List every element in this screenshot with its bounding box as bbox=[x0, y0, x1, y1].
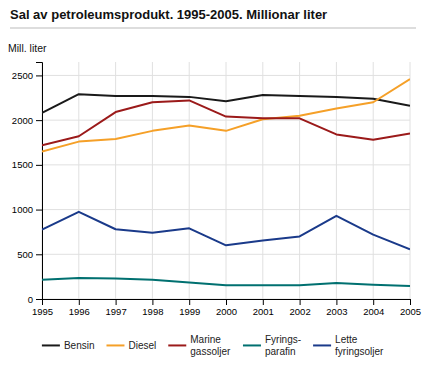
y-tick-mark bbox=[36, 254, 42, 255]
legend-swatch bbox=[106, 344, 124, 346]
y-tick-mark bbox=[36, 120, 42, 121]
x-tick-mark bbox=[189, 299, 190, 305]
x-tick: 2003 bbox=[326, 299, 347, 317]
grid-line-x bbox=[78, 62, 79, 299]
x-tick-mark bbox=[116, 299, 117, 305]
x-tick: 2001 bbox=[253, 299, 274, 317]
y-tick: 2000 bbox=[12, 115, 42, 126]
grid-line-y bbox=[42, 209, 410, 210]
legend-label: Bensin bbox=[64, 340, 95, 351]
legend-label: Fyrings-parafin bbox=[265, 334, 301, 357]
x-tick-mark bbox=[152, 299, 153, 305]
x-tick: 2002 bbox=[290, 299, 311, 317]
x-tick-mark bbox=[300, 299, 301, 305]
y-tick: 500 bbox=[17, 249, 42, 260]
x-tick-label: 2003 bbox=[326, 306, 347, 317]
x-tick-label: 1999 bbox=[179, 306, 200, 317]
y-tick-mark bbox=[36, 210, 42, 211]
x-tick-mark bbox=[373, 299, 374, 305]
title: Sal av petroleumsprodukt. 1995-2005. Mil… bbox=[10, 7, 327, 22]
x-tick: 1997 bbox=[106, 299, 127, 317]
legend: Bensin Diesel Marinegassoljer Fyrings-paraf… bbox=[42, 334, 384, 357]
x-tick-mark bbox=[263, 299, 264, 305]
y-tick: 0 bbox=[28, 294, 42, 305]
legend-item: Lettefyringsoljer bbox=[313, 334, 384, 357]
plot-area bbox=[42, 79, 410, 286]
x-tick: 1996 bbox=[69, 299, 90, 317]
grid-line-x bbox=[262, 62, 263, 299]
y-tick-label: 1000 bbox=[12, 204, 33, 215]
grid-line-x bbox=[152, 62, 153, 299]
x-tick: 1998 bbox=[142, 299, 163, 317]
series-line bbox=[42, 278, 410, 286]
x-tick: 1999 bbox=[179, 299, 200, 317]
grid-line-x bbox=[373, 62, 374, 299]
y-tick-label: 0 bbox=[28, 294, 33, 305]
x-tick-label: 2001 bbox=[253, 306, 274, 317]
y-tick-label: 2000 bbox=[12, 115, 33, 126]
grid-line-x bbox=[226, 62, 227, 299]
x-tick-label: 1997 bbox=[106, 306, 127, 317]
grid bbox=[42, 62, 410, 299]
y-tick: 1000 bbox=[12, 204, 42, 215]
x-tick: 1995 bbox=[32, 299, 53, 317]
grid-line-y bbox=[42, 164, 410, 165]
legend-item: Fyrings-parafin bbox=[243, 334, 301, 357]
x-tick: 2005 bbox=[400, 299, 421, 317]
x-tick-label: 2000 bbox=[216, 306, 237, 317]
series-line bbox=[42, 212, 410, 250]
chart: Sal av petroleumsprodukt. 1995-2005. Mil… bbox=[0, 0, 426, 383]
x-tick-label: 1998 bbox=[142, 306, 163, 317]
grid-line-y bbox=[42, 120, 410, 121]
legend-swatch bbox=[42, 344, 60, 346]
grid-line-x bbox=[410, 62, 411, 299]
x-tick-mark bbox=[79, 299, 80, 305]
x-tick: 2004 bbox=[363, 299, 384, 317]
x-axis-line bbox=[43, 300, 411, 306]
y-axis-line bbox=[36, 63, 43, 300]
legend-swatch bbox=[243, 344, 261, 346]
legend-item: Diesel bbox=[106, 340, 156, 351]
y-tick-label: 500 bbox=[17, 249, 33, 260]
y-label: Mill. liter bbox=[8, 42, 47, 54]
x-tick-label: 2005 bbox=[400, 306, 421, 317]
y-tick: 2500 bbox=[12, 70, 42, 81]
y-tick-label: 1500 bbox=[12, 159, 33, 170]
series-line bbox=[42, 100, 410, 145]
y-tick: 1500 bbox=[12, 159, 42, 170]
legend-item: Bensin bbox=[42, 340, 95, 351]
legend-label: Marinegassoljer bbox=[190, 334, 231, 357]
grid-line-y bbox=[42, 254, 410, 255]
y-axis: 0 500 1000 1500 2000 2500 bbox=[12, 63, 43, 305]
grid-line-y bbox=[42, 75, 410, 76]
x-tick: 2000 bbox=[216, 299, 237, 317]
grid-line-x bbox=[115, 62, 116, 299]
x-tick-label: 1996 bbox=[69, 306, 90, 317]
x-tick-label: 2004 bbox=[363, 306, 384, 317]
legend-label: Diesel bbox=[128, 340, 156, 351]
series-line bbox=[42, 94, 410, 113]
y-tick-mark bbox=[36, 299, 42, 300]
y-tick-mark bbox=[36, 165, 42, 166]
y-tick-mark bbox=[36, 75, 42, 76]
legend-item: Marinegassoljer bbox=[168, 334, 231, 357]
x-tick-mark bbox=[226, 299, 227, 305]
x-tick-label: 1995 bbox=[32, 306, 53, 317]
grid-line-x bbox=[299, 62, 300, 299]
x-tick-mark bbox=[410, 299, 411, 305]
x-tick-mark bbox=[336, 299, 337, 305]
x-axis: 1995 1996 1997 1998 1999 2000 2001 2002 2003 2004… bbox=[32, 299, 421, 317]
legend-swatch bbox=[313, 344, 331, 346]
x-tick-label: 2002 bbox=[290, 306, 311, 317]
title-rule bbox=[10, 28, 416, 29]
legend-swatch bbox=[168, 344, 186, 346]
series-line bbox=[42, 79, 410, 151]
legend-label: Lettefyringsoljer bbox=[335, 334, 384, 357]
y-tick-label: 2500 bbox=[12, 70, 33, 81]
